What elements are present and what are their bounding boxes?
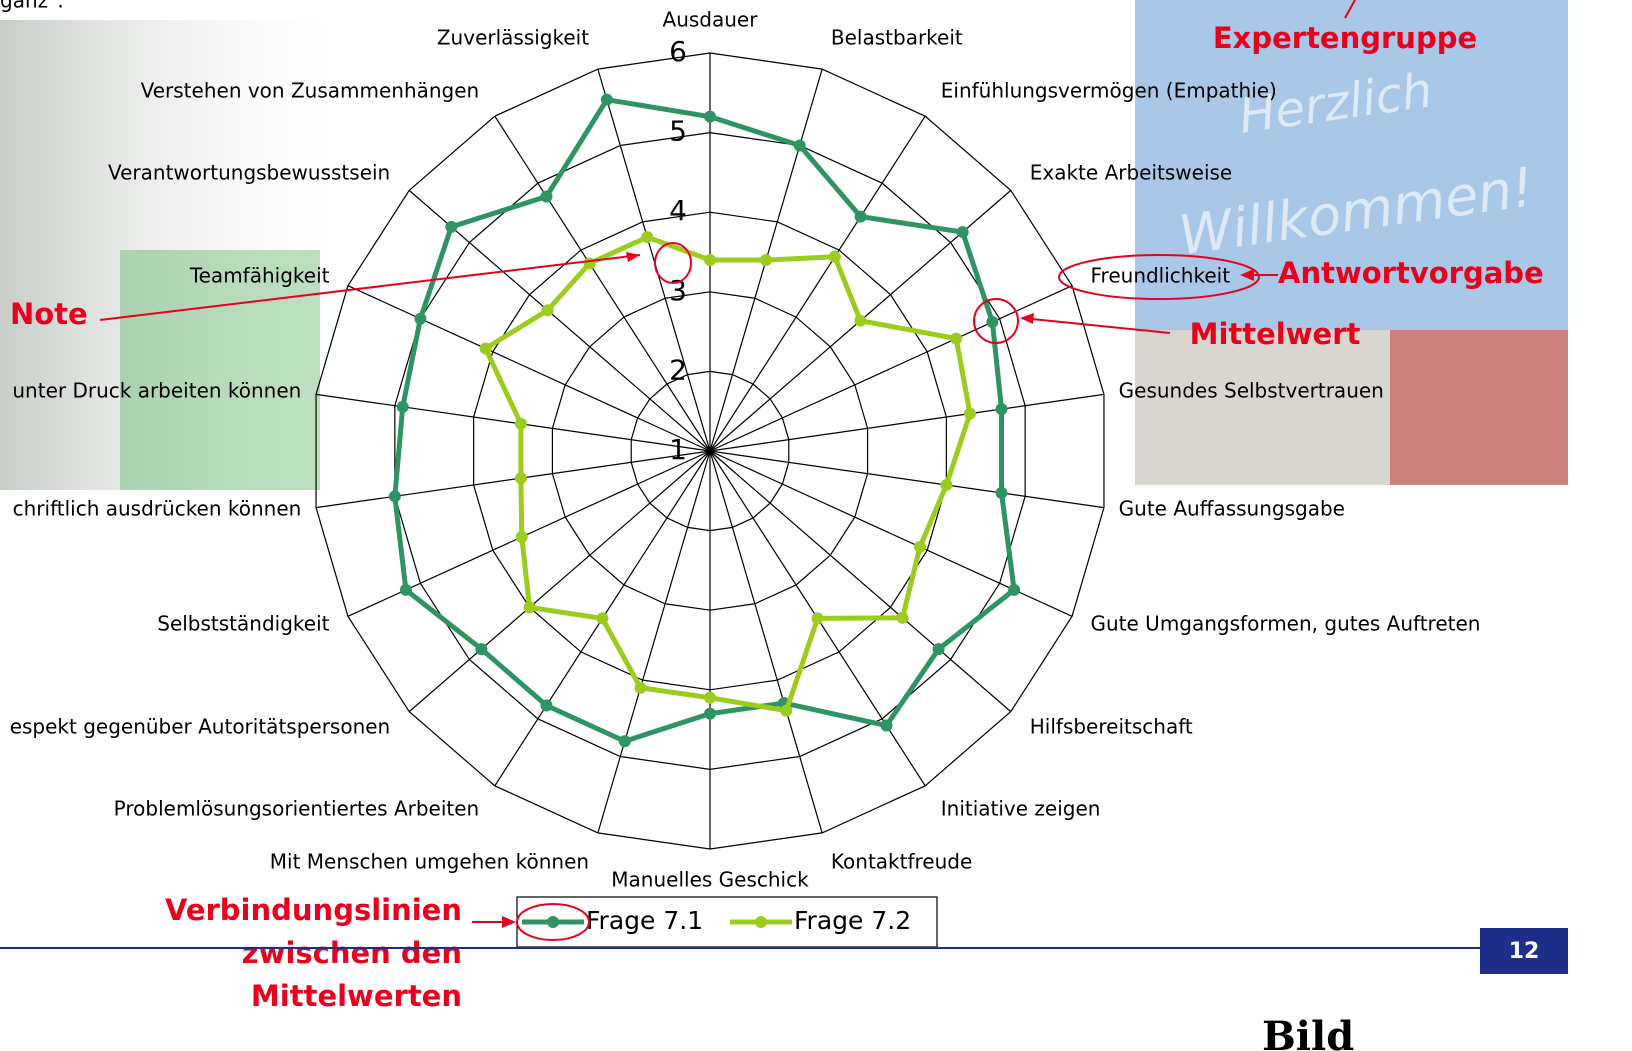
y-tick-label: 5: [669, 115, 687, 148]
category-label: Kontaktfreude: [831, 849, 972, 873]
y-tick-label: 4: [669, 194, 687, 227]
arrow-head: [626, 252, 640, 262]
data-point: [596, 612, 608, 624]
category-label: Manuelles Geschick: [611, 868, 809, 892]
spoke: [710, 451, 822, 833]
legend-label: Frage 7.1: [586, 906, 703, 935]
data-point: [540, 191, 552, 203]
data-point: [829, 251, 841, 263]
background-photo: [1390, 330, 1568, 485]
data-point: [445, 221, 457, 233]
data-point: [880, 720, 892, 732]
data-point: [704, 692, 716, 704]
data-point: [996, 487, 1008, 499]
data-point: [540, 699, 552, 711]
page-number: 12: [1509, 939, 1540, 964]
category-label: Ausdauer: [663, 8, 759, 32]
data-point: [986, 316, 998, 328]
data-point: [542, 304, 554, 316]
category-label: espekt gegenüber Autoritätspersonen: [10, 715, 391, 739]
legend-label: Frage 7.2: [794, 906, 911, 935]
series-line: [486, 237, 970, 711]
data-point: [760, 254, 772, 266]
data-point: [780, 705, 792, 717]
data-point: [480, 342, 492, 354]
category-label: Problemlösungsorientiertes Arbeiten: [114, 797, 480, 821]
category-label: Hilfsbereitschaft: [1030, 715, 1193, 739]
data-point: [704, 708, 716, 720]
data-point: [704, 111, 716, 123]
spoke: [710, 451, 1104, 508]
category-label: Exakte Arbeitsweise: [1030, 160, 1232, 184]
annotation: Verbindungslinien: [165, 893, 462, 927]
data-point: [950, 333, 962, 345]
slide-text: ganz".: [0, 0, 64, 13]
spoke: [710, 286, 1072, 451]
data-point: [1008, 584, 1020, 596]
data-point: [389, 490, 401, 502]
category-label: Selbstständigkeit: [157, 611, 329, 635]
category-label: chriftlich ausdrücken können: [13, 496, 302, 520]
category-label: Gute Auffassungsgabe: [1119, 496, 1345, 520]
category-label: Einfühlungsvermögen (Empathie): [941, 78, 1277, 102]
data-point: [400, 584, 412, 596]
data-point: [914, 541, 926, 553]
y-tick-label: 2: [669, 353, 687, 386]
spoke: [316, 451, 710, 508]
data-point: [897, 612, 909, 624]
spoke: [409, 451, 710, 712]
data-point: [515, 418, 527, 430]
data-point: [855, 211, 867, 223]
data-point: [515, 472, 527, 484]
annotation: zwischen den: [242, 936, 462, 970]
category-label: Mit Menschen umgehen können: [270, 849, 589, 873]
legend-marker: [755, 916, 767, 928]
arrow-head: [1020, 313, 1034, 324]
category-label: Gute Umgangsformen, gutes Auftreten: [1091, 611, 1481, 635]
data-point: [634, 682, 646, 694]
data-point: [414, 313, 426, 325]
category-label: Freundlichkeit: [1091, 264, 1231, 288]
category-label: Belastbarkeit: [831, 26, 963, 50]
data-point: [854, 315, 866, 327]
data-point: [812, 612, 824, 624]
data-point: [964, 408, 976, 420]
slide: Herzlich Willkommen! ganz". Expertengrup…: [0, 0, 1632, 1051]
legend-marker: [547, 916, 559, 928]
data-point: [794, 139, 806, 151]
data-point: [601, 94, 613, 106]
annotation: Mittelwert: [1190, 317, 1361, 351]
annotation: Note: [10, 297, 88, 331]
data-point: [704, 254, 716, 266]
data-point: [397, 401, 409, 413]
annotation: Mittelwerten: [251, 979, 462, 1013]
footer-text: Bild: [1262, 1013, 1354, 1051]
spoke: [710, 451, 1011, 712]
category-label: unter Druck arbeiten können: [12, 379, 301, 403]
data-point: [996, 403, 1008, 415]
category-label: Verstehen von Zusammenhängen: [141, 78, 480, 102]
category-label: Verantwortungsbewusstsein: [108, 160, 390, 184]
data-point: [641, 231, 653, 243]
spoke: [710, 394, 1104, 451]
category-label: Zuverlässigkeit: [437, 26, 589, 50]
y-tick-label: 1: [669, 433, 687, 466]
y-tick-label: 6: [669, 35, 687, 68]
annotation: Antwortvorgabe: [1278, 256, 1544, 290]
data-point: [619, 735, 631, 747]
category-label: Gesundes Selbstvertrauen: [1119, 379, 1384, 403]
data-point: [933, 643, 945, 655]
data-point: [584, 258, 596, 270]
annotation: Expertengruppe: [1213, 21, 1477, 55]
data-point: [940, 479, 952, 491]
category-label: Teamfähigkeit: [189, 264, 330, 288]
spoke: [598, 69, 710, 451]
data-point: [475, 643, 487, 655]
data-point: [524, 601, 536, 613]
category-label: Initiative zeigen: [941, 797, 1101, 821]
data-point: [516, 531, 528, 543]
arrow-head: [502, 916, 516, 928]
data-point: [957, 226, 969, 238]
